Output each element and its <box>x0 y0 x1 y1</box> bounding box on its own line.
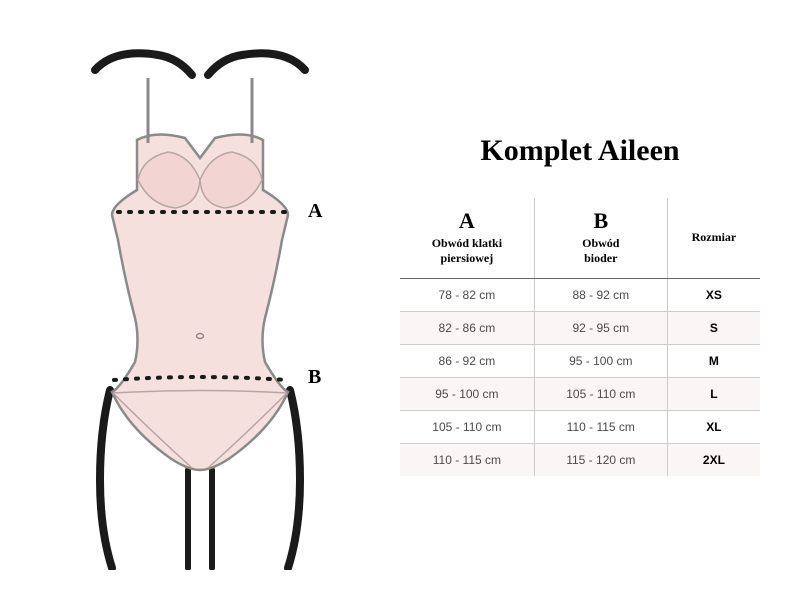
cell-size: S <box>667 312 760 345</box>
cell-a: 110 - 115 cm <box>400 444 534 477</box>
cell-size: XS <box>667 279 760 312</box>
col-header-size: Rozmiar <box>667 198 760 279</box>
table-header-row: A Obwód klatki piersiowej B Obwód bioder… <box>400 198 760 279</box>
cell-size: XL <box>667 411 760 444</box>
size-table-panel: Komplet Aileen A Obwód klatki piersiowej… <box>400 124 760 476</box>
cell-size: L <box>667 378 760 411</box>
marker-a-label: A <box>308 200 322 223</box>
col-header-b: B Obwód bioder <box>534 198 667 279</box>
table-row: 78 - 82 cm 88 - 92 cm XS <box>400 279 760 312</box>
table-row: 110 - 115 cm 115 - 120 cm 2XL <box>400 444 760 477</box>
cell-a: 86 - 92 cm <box>400 345 534 378</box>
marker-b-label: B <box>308 366 321 389</box>
size-chart-container: A B Komplet Aileen A Obwód klatki piersi… <box>0 10 800 590</box>
cell-a: 82 - 86 cm <box>400 312 534 345</box>
cell-size: M <box>667 345 760 378</box>
cell-a: 95 - 100 cm <box>400 378 534 411</box>
table-row: 95 - 100 cm 105 - 110 cm L <box>400 378 760 411</box>
cell-b: 115 - 120 cm <box>534 444 667 477</box>
table-row: 82 - 86 cm 92 - 95 cm S <box>400 312 760 345</box>
col-header-a: A Obwód klatki piersiowej <box>400 198 534 279</box>
cell-b: 88 - 92 cm <box>534 279 667 312</box>
cell-b: 105 - 110 cm <box>534 378 667 411</box>
size-table: A Obwód klatki piersiowej B Obwód bioder… <box>400 198 760 476</box>
table-row: 105 - 110 cm 110 - 115 cm XL <box>400 411 760 444</box>
cell-size: 2XL <box>667 444 760 477</box>
body-figure: A B <box>40 30 360 570</box>
table-row: 86 - 92 cm 95 - 100 cm M <box>400 345 760 378</box>
cell-a: 105 - 110 cm <box>400 411 534 444</box>
cell-b: 110 - 115 cm <box>534 411 667 444</box>
cell-b: 95 - 100 cm <box>534 345 667 378</box>
cell-a: 78 - 82 cm <box>400 279 534 312</box>
cell-b: 92 - 95 cm <box>534 312 667 345</box>
product-title: Komplet Aileen <box>400 134 760 168</box>
